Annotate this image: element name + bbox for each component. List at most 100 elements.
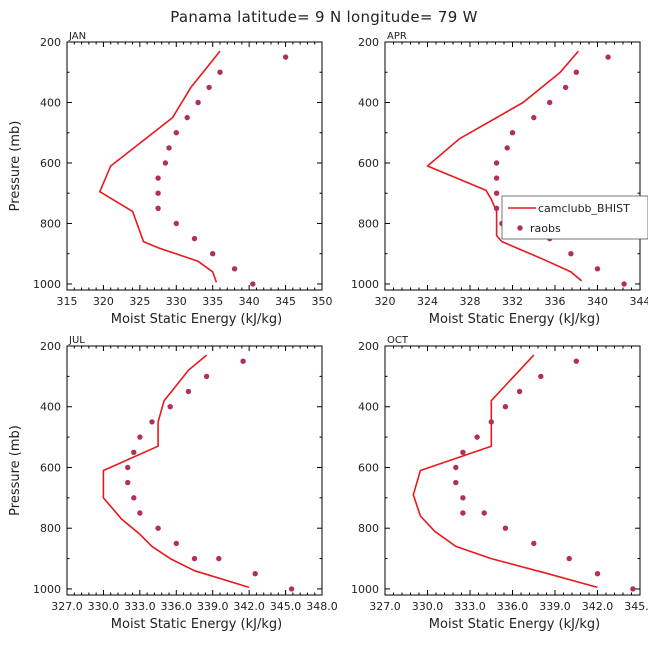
raobs-point-apr bbox=[509, 130, 516, 136]
raobs-point-jan bbox=[155, 190, 161, 196]
raobs-point-apr bbox=[594, 266, 601, 272]
y-tick-label: 400 bbox=[40, 96, 61, 109]
raobs-point-jul bbox=[131, 449, 137, 455]
raobs-point-jan bbox=[173, 220, 179, 227]
panel-jan: JAN 315 320 325 330 335 340 345 350 200 400 600 800 1… bbox=[8, 31, 333, 327]
panel-title-apr: APR bbox=[387, 31, 407, 42]
raobs-point-oct bbox=[566, 555, 572, 562]
raobs-point-oct bbox=[531, 540, 537, 547]
raobs-point-jan bbox=[155, 205, 161, 211]
raobs-point-jul bbox=[240, 358, 246, 364]
y-tick-label: 1000 bbox=[33, 583, 61, 596]
raobs-point-jan bbox=[184, 114, 190, 121]
x-tick-label: 315 bbox=[57, 295, 78, 308]
raobs-point-oct bbox=[488, 419, 494, 425]
y-tick-label: 1000 bbox=[33, 278, 61, 291]
y-axis-label: Pressure (mb) bbox=[8, 425, 23, 516]
raobs-point-jan bbox=[155, 175, 161, 181]
series-line-camclubb-oct bbox=[412, 354, 598, 589]
plot-frame-jan bbox=[66, 41, 323, 291]
x-tick-label: 345.0 bbox=[270, 600, 302, 613]
y-tick-label: 800 bbox=[40, 217, 61, 230]
raobs-point-apr bbox=[568, 251, 574, 257]
raobs-point-jul bbox=[185, 388, 192, 395]
plot-frame-oct bbox=[384, 345, 641, 596]
legend-label-model: camclubb_BHIST bbox=[538, 202, 630, 215]
raobs-point-oct bbox=[516, 388, 523, 395]
y-tick-label: 800 bbox=[358, 217, 379, 230]
y-tick-label: 200 bbox=[40, 340, 61, 353]
panel-title-jan: JAN bbox=[68, 31, 86, 42]
series-line-camclubb-jul bbox=[102, 354, 250, 589]
raobs-point-oct bbox=[460, 495, 466, 501]
raobs-point-apr bbox=[493, 160, 500, 166]
raobs-point-jan bbox=[162, 160, 169, 166]
x-tick-label: 345 bbox=[275, 295, 296, 308]
x-tick-label: 339.0 bbox=[539, 600, 571, 613]
y-axis-label: Pressure (mb) bbox=[8, 121, 23, 212]
legend-marker-swatch bbox=[517, 225, 523, 231]
raobs-point-apr bbox=[562, 84, 569, 91]
raobs-point-apr bbox=[547, 99, 553, 106]
panel-title-oct: OCT bbox=[387, 335, 409, 346]
y-tick-label: 1000 bbox=[351, 583, 379, 596]
raobs-point-oct bbox=[538, 373, 544, 380]
figure-title: Panama latitude= 9 N longitude= 79 W bbox=[170, 8, 478, 26]
raobs-point-apr bbox=[493, 175, 500, 181]
x-tick-label: 344 bbox=[630, 295, 648, 308]
raobs-point-oct bbox=[453, 479, 459, 486]
raobs-point-oct bbox=[460, 510, 466, 516]
x-tick-label: 333.0 bbox=[454, 600, 486, 613]
raobs-point-jan bbox=[195, 99, 201, 106]
x-tick-label: 342.0 bbox=[582, 600, 614, 613]
x-tick-label: 324 bbox=[417, 295, 438, 308]
raobs-point-oct bbox=[594, 571, 601, 577]
x-tick-label: 330.0 bbox=[412, 600, 444, 613]
raobs-point-oct bbox=[474, 434, 480, 440]
y-tick-label: 800 bbox=[358, 522, 379, 535]
raobs-point-jul bbox=[125, 479, 131, 486]
raobs-point-jul bbox=[137, 434, 143, 440]
y-tick-label: 800 bbox=[40, 522, 61, 535]
raobs-point-jan bbox=[206, 84, 212, 91]
x-tick-label: 333.0 bbox=[124, 600, 156, 613]
x-axis-label: Moist Static Energy (kJ/kg) bbox=[429, 312, 600, 327]
raobs-point-jan bbox=[250, 281, 256, 287]
y-tick-label: 400 bbox=[358, 401, 379, 414]
x-tick-label: 336.0 bbox=[497, 600, 529, 613]
raobs-point-oct bbox=[502, 404, 509, 410]
raobs-point-jul bbox=[203, 373, 210, 380]
x-tick-label: 350 bbox=[312, 295, 333, 308]
raobs-point-oct bbox=[460, 449, 466, 455]
y-tick-label: 600 bbox=[358, 461, 379, 474]
raobs-point-jul bbox=[125, 464, 131, 471]
x-tick-label: 348.0 bbox=[306, 600, 338, 613]
raobs-point-apr bbox=[605, 54, 611, 60]
x-axis-label: Moist Static Energy (kJ/kg) bbox=[111, 617, 282, 632]
y-tick-label: 400 bbox=[358, 96, 379, 109]
legend-box bbox=[501, 195, 648, 240]
y-tick-label: 200 bbox=[358, 340, 379, 353]
x-tick-label: 320 bbox=[375, 295, 396, 308]
series-line-camclubb-jan bbox=[99, 50, 221, 283]
raobs-point-jul bbox=[155, 525, 161, 531]
x-tick-label: 327.0 bbox=[51, 600, 83, 613]
y-tick-label: 600 bbox=[40, 157, 61, 170]
raobs-point-oct bbox=[502, 525, 509, 531]
plot-frame-apr bbox=[384, 41, 641, 291]
raobs-point-jul bbox=[191, 555, 198, 562]
raobs-point-apr bbox=[493, 190, 500, 196]
x-tick-label: 325 bbox=[129, 295, 150, 308]
raobs-point-jan bbox=[217, 69, 223, 75]
x-tick-label: 340 bbox=[587, 295, 608, 308]
x-axis-label: Moist Static Energy (kJ/kg) bbox=[111, 312, 282, 327]
x-tick-label: 345.0 bbox=[624, 600, 648, 613]
raobs-point-apr bbox=[493, 205, 500, 211]
raobs-point-apr bbox=[621, 281, 627, 287]
raobs-point-apr bbox=[504, 145, 510, 151]
raobs-point-oct bbox=[453, 464, 459, 471]
raobs-point-apr bbox=[573, 69, 579, 75]
